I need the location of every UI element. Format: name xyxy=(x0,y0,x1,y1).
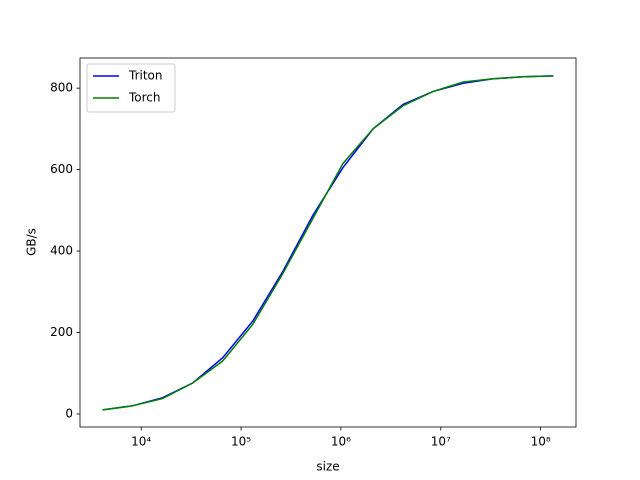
x-tick-label: 10⁸ xyxy=(531,435,551,449)
series-line xyxy=(102,75,554,411)
legend-label: Torch xyxy=(128,91,161,105)
x-tick-label: 10⁷ xyxy=(431,435,451,449)
series-line xyxy=(102,75,554,411)
y-tick-label: 600 xyxy=(50,162,73,176)
y-axis-label: GB/s xyxy=(25,228,39,256)
y-tick-label: 800 xyxy=(50,81,73,95)
y-tick-label: 200 xyxy=(50,325,73,339)
x-axis-label: size xyxy=(316,460,339,474)
legend-label: Triton xyxy=(128,69,163,83)
x-tick-label: 10⁶ xyxy=(331,435,351,449)
x-tick-label: 10⁴ xyxy=(131,435,151,449)
plot-frame xyxy=(79,57,577,428)
y-tick-label: 0 xyxy=(65,406,73,420)
x-tick-label: 10⁵ xyxy=(231,435,251,449)
y-tick-label: 400 xyxy=(50,244,73,258)
